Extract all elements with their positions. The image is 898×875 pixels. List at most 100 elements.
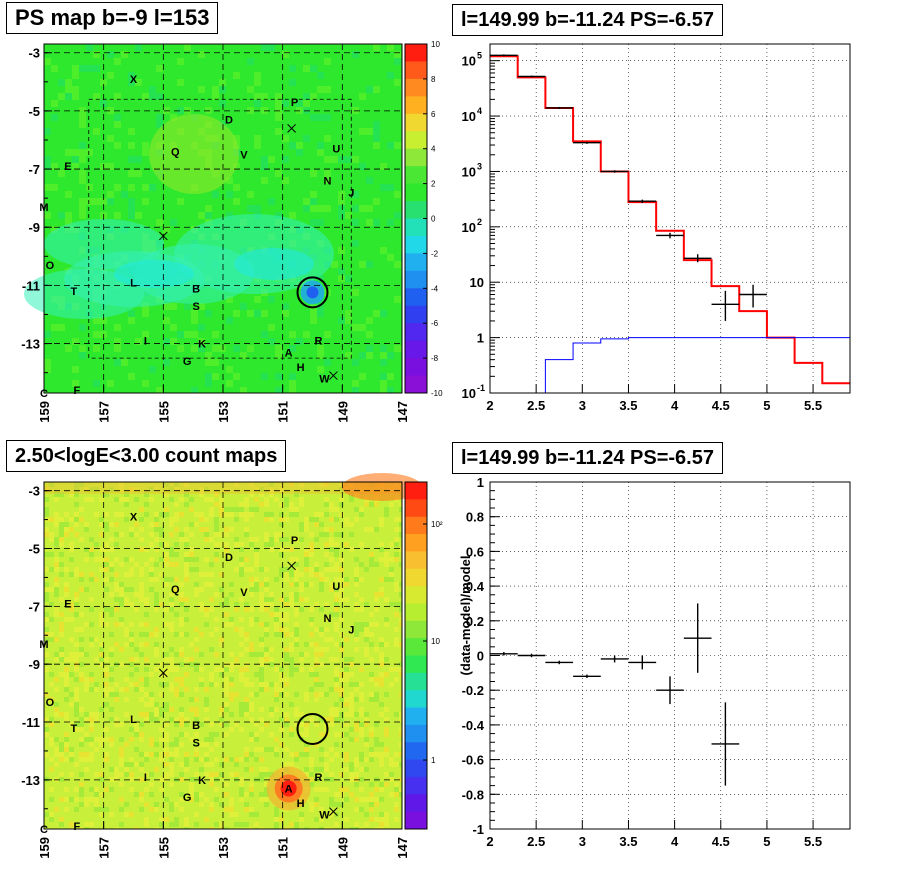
map-texture-cell	[289, 65, 296, 72]
map-texture-cell	[69, 797, 74, 802]
map-texture-cell	[399, 787, 402, 792]
map-texture-cell	[244, 752, 249, 757]
map-texture-cell	[89, 642, 94, 647]
map-texture-cell	[109, 562, 114, 567]
map-texture-cell	[94, 797, 99, 802]
psmap-colorbar-swatch	[405, 288, 427, 307]
map-texture-cell	[174, 542, 179, 547]
psmap-colorbar-swatch	[405, 201, 427, 219]
map-texture-cell	[259, 682, 264, 687]
map-texture-cell	[294, 577, 299, 582]
map-texture-cell	[284, 712, 289, 717]
map-texture-cell	[240, 387, 247, 393]
map-texture-cell	[226, 177, 233, 184]
map-texture-cell	[366, 86, 373, 93]
map-texture-cell	[89, 722, 94, 727]
map-texture-cell	[359, 777, 364, 782]
map-texture-cell	[124, 602, 129, 607]
map-texture-cell	[319, 747, 324, 752]
map-texture-cell	[74, 727, 79, 732]
map-texture-cell	[249, 707, 254, 712]
map-texture-cell	[379, 542, 384, 547]
psmap-colorbar-tick-label: -4	[431, 284, 439, 293]
map-texture-cell	[44, 732, 49, 737]
map-texture-cell	[114, 359, 121, 366]
map-texture-cell	[319, 732, 324, 737]
map-texture-cell	[299, 582, 304, 587]
map-texture-cell	[369, 527, 374, 532]
map-texture-cell	[64, 732, 69, 737]
map-texture-cell	[184, 632, 189, 637]
map-texture-cell	[394, 677, 399, 682]
map-texture-cell	[299, 657, 304, 662]
y-tick-exponent: 5	[477, 51, 482, 61]
map-texture-cell	[156, 65, 163, 72]
source-label: E	[64, 598, 71, 610]
map-texture-cell	[324, 497, 329, 502]
map-texture-cell	[384, 752, 389, 757]
source-label: R	[314, 336, 322, 348]
map-texture-cell	[319, 587, 324, 592]
map-texture-cell	[214, 522, 219, 527]
map-texture-cell	[114, 142, 121, 149]
map-texture-cell	[149, 702, 154, 707]
map-texture-cell	[289, 592, 294, 597]
map-texture-cell	[394, 527, 399, 532]
map-texture-cell	[374, 592, 379, 597]
map-texture-cell	[329, 707, 334, 712]
map-texture-cell	[304, 772, 309, 777]
map-texture-cell	[319, 572, 324, 577]
map-texture-cell	[249, 537, 254, 542]
map-texture-cell	[304, 732, 309, 737]
map-texture-cell	[352, 324, 359, 331]
map-texture-cell	[194, 812, 199, 817]
map-texture-cell	[69, 822, 74, 827]
map-texture-cell	[114, 642, 119, 647]
map-texture-cell	[244, 632, 249, 637]
map-texture-cell	[99, 622, 104, 627]
map-texture-cell	[249, 607, 254, 612]
map-texture-cell	[394, 712, 399, 717]
map-texture-cell	[214, 492, 219, 497]
map-texture-cell	[64, 512, 69, 517]
map-texture-cell	[319, 757, 324, 762]
map-texture-cell	[79, 205, 86, 212]
map-texture-cell	[309, 582, 314, 587]
y-tick-label: -13	[21, 773, 40, 788]
map-texture-cell	[128, 205, 135, 212]
map-texture-cell	[99, 617, 104, 622]
map-texture-cell	[264, 502, 269, 507]
map-texture-cell	[177, 58, 184, 65]
map-texture-cell	[334, 507, 339, 512]
y-tick-exponent: 3	[477, 161, 482, 171]
map-texture-cell	[121, 191, 128, 198]
map-texture-cell	[314, 817, 319, 822]
map-texture-cell	[109, 677, 114, 682]
map-texture-cell	[319, 582, 324, 587]
x-tick-label: 3	[579, 398, 586, 413]
map-texture-cell	[65, 219, 72, 226]
map-texture-cell	[104, 567, 109, 572]
map-texture-cell	[69, 557, 74, 562]
map-texture-cell	[154, 577, 159, 582]
map-texture-cell	[174, 752, 179, 757]
map-texture-cell	[289, 512, 294, 517]
map-texture-cell	[317, 149, 324, 156]
map-texture-cell	[99, 657, 104, 662]
map-texture-cell	[99, 772, 104, 777]
map-texture-cell	[373, 44, 380, 51]
map-texture-cell	[109, 612, 114, 617]
map-texture-cell	[319, 717, 324, 722]
map-texture-cell	[44, 667, 49, 672]
map-texture-cell	[226, 380, 233, 387]
map-texture-cell	[99, 652, 104, 657]
map-texture-cell	[114, 58, 121, 65]
map-texture-cell	[329, 557, 334, 562]
map-texture-cell	[224, 682, 229, 687]
map-texture-cell	[264, 797, 269, 802]
map-texture-cell	[373, 121, 380, 128]
map-texture-cell	[329, 712, 334, 717]
map-texture-cell	[189, 657, 194, 662]
map-texture-cell	[144, 787, 149, 792]
